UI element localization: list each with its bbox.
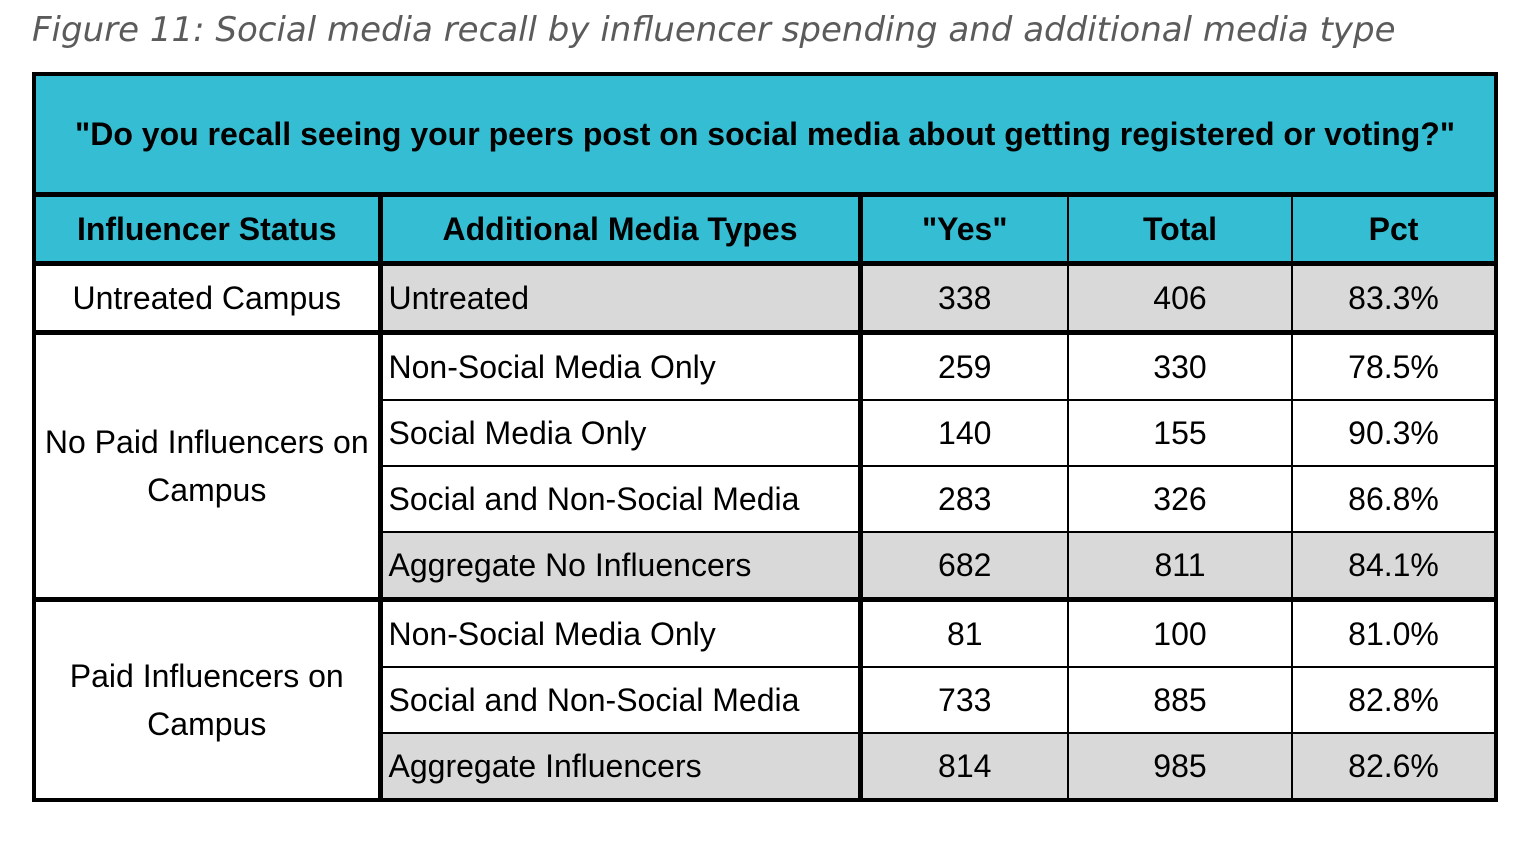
column-header-pct: Pct: [1290, 193, 1498, 266]
yes-cell: 338: [859, 262, 1069, 334]
table-question-title: "Do you recall seeing your peers post on…: [32, 73, 1498, 197]
total-cell: 100: [1067, 597, 1293, 668]
table-row: Paid Influencers on Campus Non-Social Me…: [33, 597, 1498, 801]
yes-cell: 682: [859, 531, 1069, 601]
yes-cell: 733: [859, 666, 1069, 734]
table-row: Social and Non-Social Media 283 326 86.8…: [34, 465, 1498, 533]
recall-table: "Do you recall seeing your peers post on…: [32, 72, 1499, 802]
table-row: Aggregate No Influencers 682 811 84.1%: [34, 531, 1498, 601]
pct-cell: 83.3%: [1290, 262, 1498, 334]
media-type-cell: Aggregate No Influencers: [379, 531, 863, 601]
total-cell: 326: [1067, 465, 1293, 533]
column-header-media: Additional Media Types: [379, 193, 863, 266]
status-cell: Untreated Campus: [33, 262, 383, 334]
table-row: Aggregate Influencers 814 985 82.6%: [34, 732, 1498, 801]
yes-cell: 81: [859, 597, 1069, 668]
table-row: No Paid Influencers on Campus Non-Social…: [33, 330, 1498, 601]
total-cell: 330: [1067, 330, 1293, 401]
status-cell: Paid Influencers on Campus: [33, 597, 383, 801]
total-cell: 811: [1067, 531, 1293, 601]
status-cell: No Paid Influencers on Campus: [33, 330, 383, 601]
pct-cell: 82.6%: [1290, 732, 1498, 801]
media-type-cell: Social and Non-Social Media: [379, 465, 863, 533]
pct-cell: 81.0%: [1290, 597, 1498, 668]
pct-cell: 84.1%: [1290, 531, 1498, 601]
table-row: Social and Non-Social Media 733 885 82.8…: [34, 666, 1498, 734]
yes-cell: 259: [859, 330, 1069, 401]
pct-cell: 78.5%: [1290, 330, 1498, 401]
media-type-cell: Untreated: [379, 262, 863, 334]
column-header-status: Influencer Status: [33, 193, 383, 266]
total-cell: 985: [1067, 732, 1293, 801]
yes-cell: 140: [859, 399, 1069, 467]
column-header-yes: "Yes": [859, 193, 1069, 266]
total-cell: 406: [1067, 262, 1293, 334]
media-type-cell: Social and Non-Social Media: [379, 666, 863, 734]
media-type-cell: Non-Social Media Only: [379, 597, 863, 668]
media-type-cell: Social Media Only: [379, 399, 863, 467]
media-type-cell: Non-Social Media Only: [379, 330, 863, 401]
pct-cell: 82.8%: [1290, 666, 1498, 734]
column-header-row: Influencer Status Additional Media Types…: [33, 193, 1498, 266]
media-type-cell: Aggregate Influencers: [379, 732, 863, 801]
figure-caption: Figure 11: Social media recall by influe…: [32, 10, 1396, 50]
pct-cell: 90.3%: [1290, 399, 1498, 467]
pct-cell: 86.8%: [1290, 465, 1498, 533]
table-row: Untreated Campus Untreated 338 406 83.3%: [33, 262, 1498, 334]
yes-cell: 283: [859, 465, 1069, 533]
column-header-total: Total: [1067, 193, 1293, 266]
total-cell: 155: [1067, 399, 1293, 467]
total-cell: 885: [1067, 666, 1293, 734]
yes-cell: 814: [859, 732, 1069, 801]
table-row: Social Media Only 140 155 90.3%: [34, 399, 1498, 467]
